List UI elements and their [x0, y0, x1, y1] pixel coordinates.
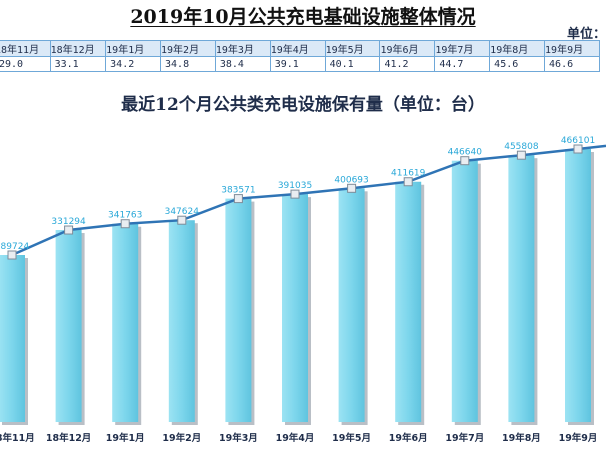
data-label: 411619 — [391, 169, 426, 179]
line-point — [233, 194, 243, 204]
x-tick-label: 19年8月 — [502, 432, 541, 444]
line-point — [573, 144, 583, 154]
chart-title: 最近12个月公共类充电设施保有量（单位：台） — [121, 95, 485, 115]
summary-month-cell: 19年6月 — [379, 40, 436, 57]
line-point — [7, 250, 17, 260]
data-label: 341763 — [108, 211, 142, 221]
summary-month-cell: 19年9月 — [544, 40, 600, 57]
summary-value-row: 29.0 33.1 34.2 34.8 38.4 39.1 40.1 41.2 44.7 45.6… — [0, 56, 600, 72]
x-tick-label: 19年4月 — [276, 432, 315, 444]
bar — [451, 160, 478, 422]
x-tick-label: 18年12月 — [46, 432, 91, 444]
x-axis-labels: 18年11月 18年12月 19年1月 19年2月 19年3月 19年4月 19年5月 19年… — [0, 432, 597, 444]
summary-header-row: 18年11月18年12月19年1月19年2月19年3月19年4月19年5月19年… — [0, 40, 600, 57]
line-point — [516, 150, 526, 160]
bar-series — [0, 149, 594, 425]
summary-value-cell: 34.2 — [105, 56, 162, 72]
summary-value-cell: 40.1 — [324, 56, 381, 72]
data-label: 289724 — [0, 242, 29, 252]
data-label: 391035 — [278, 181, 312, 191]
line-point — [290, 189, 300, 199]
bar — [395, 181, 422, 422]
x-tick-label: 19年5月 — [332, 432, 371, 444]
bar — [168, 220, 195, 422]
x-tick-label: 19年2月 — [162, 432, 201, 444]
line-series — [7, 144, 606, 260]
line-point — [177, 215, 187, 225]
x-tick-label: 19年9月 — [559, 432, 598, 444]
x-tick-label: 19年3月 — [219, 432, 258, 444]
data-label: 446640 — [448, 148, 483, 158]
summary-value-cell: 33.1 — [49, 56, 107, 72]
bar — [282, 194, 308, 422]
line-point — [347, 183, 357, 193]
data-label: 400693 — [334, 175, 368, 185]
summary-value-cell: 45.6 — [489, 56, 546, 72]
summary-value-cell: 39.1 — [269, 56, 326, 72]
x-tick-label: 19年6月 — [389, 432, 428, 444]
line-point — [460, 156, 470, 166]
data-label: 455808 — [504, 142, 539, 152]
x-tick-label: 18年11月 — [0, 432, 35, 444]
bar — [0, 255, 25, 422]
line-point — [64, 225, 74, 235]
x-tick-label: 19年1月 — [106, 432, 145, 444]
bar — [508, 155, 535, 422]
summary-value-cell: 46.6 — [544, 56, 600, 72]
line-point — [120, 219, 130, 229]
unit-label: 单位： — [566, 27, 606, 42]
data-label: 383571 — [221, 186, 255, 196]
line-path — [11, 144, 606, 257]
summary-month-cell: 19年1月 — [105, 40, 162, 57]
summary-month-cell: 19年3月 — [214, 40, 271, 57]
data-label: 466101 — [561, 136, 595, 146]
data-labels: 289724 331294 341763 347624 383571 391035 4006… — [0, 136, 595, 252]
bar — [565, 149, 591, 422]
page-title: 2019年10月公共充电基础设施整体情况 — [130, 6, 476, 28]
data-label: 331294 — [51, 217, 86, 227]
bar — [225, 198, 252, 422]
summary-month-cell: 18年11月 — [0, 40, 51, 57]
bar — [112, 223, 139, 422]
summary-value-cell: 34.8 — [160, 56, 216, 72]
summary-value-cell: 44.7 — [434, 56, 491, 72]
summary-month-cell: 19年7月 — [434, 40, 491, 57]
data-label: 347624 — [165, 207, 200, 217]
summary-table: 18年11月18年12月19年1月19年2月19年3月19年4月19年5月19年… — [0, 40, 600, 72]
x-tick-label: 19年7月 — [445, 432, 484, 444]
summary-month-cell: 19年5月 — [324, 40, 381, 57]
summary-value-cell: 38.4 — [214, 56, 271, 72]
bar — [55, 230, 82, 422]
bar — [338, 188, 365, 422]
line-point — [403, 177, 413, 187]
